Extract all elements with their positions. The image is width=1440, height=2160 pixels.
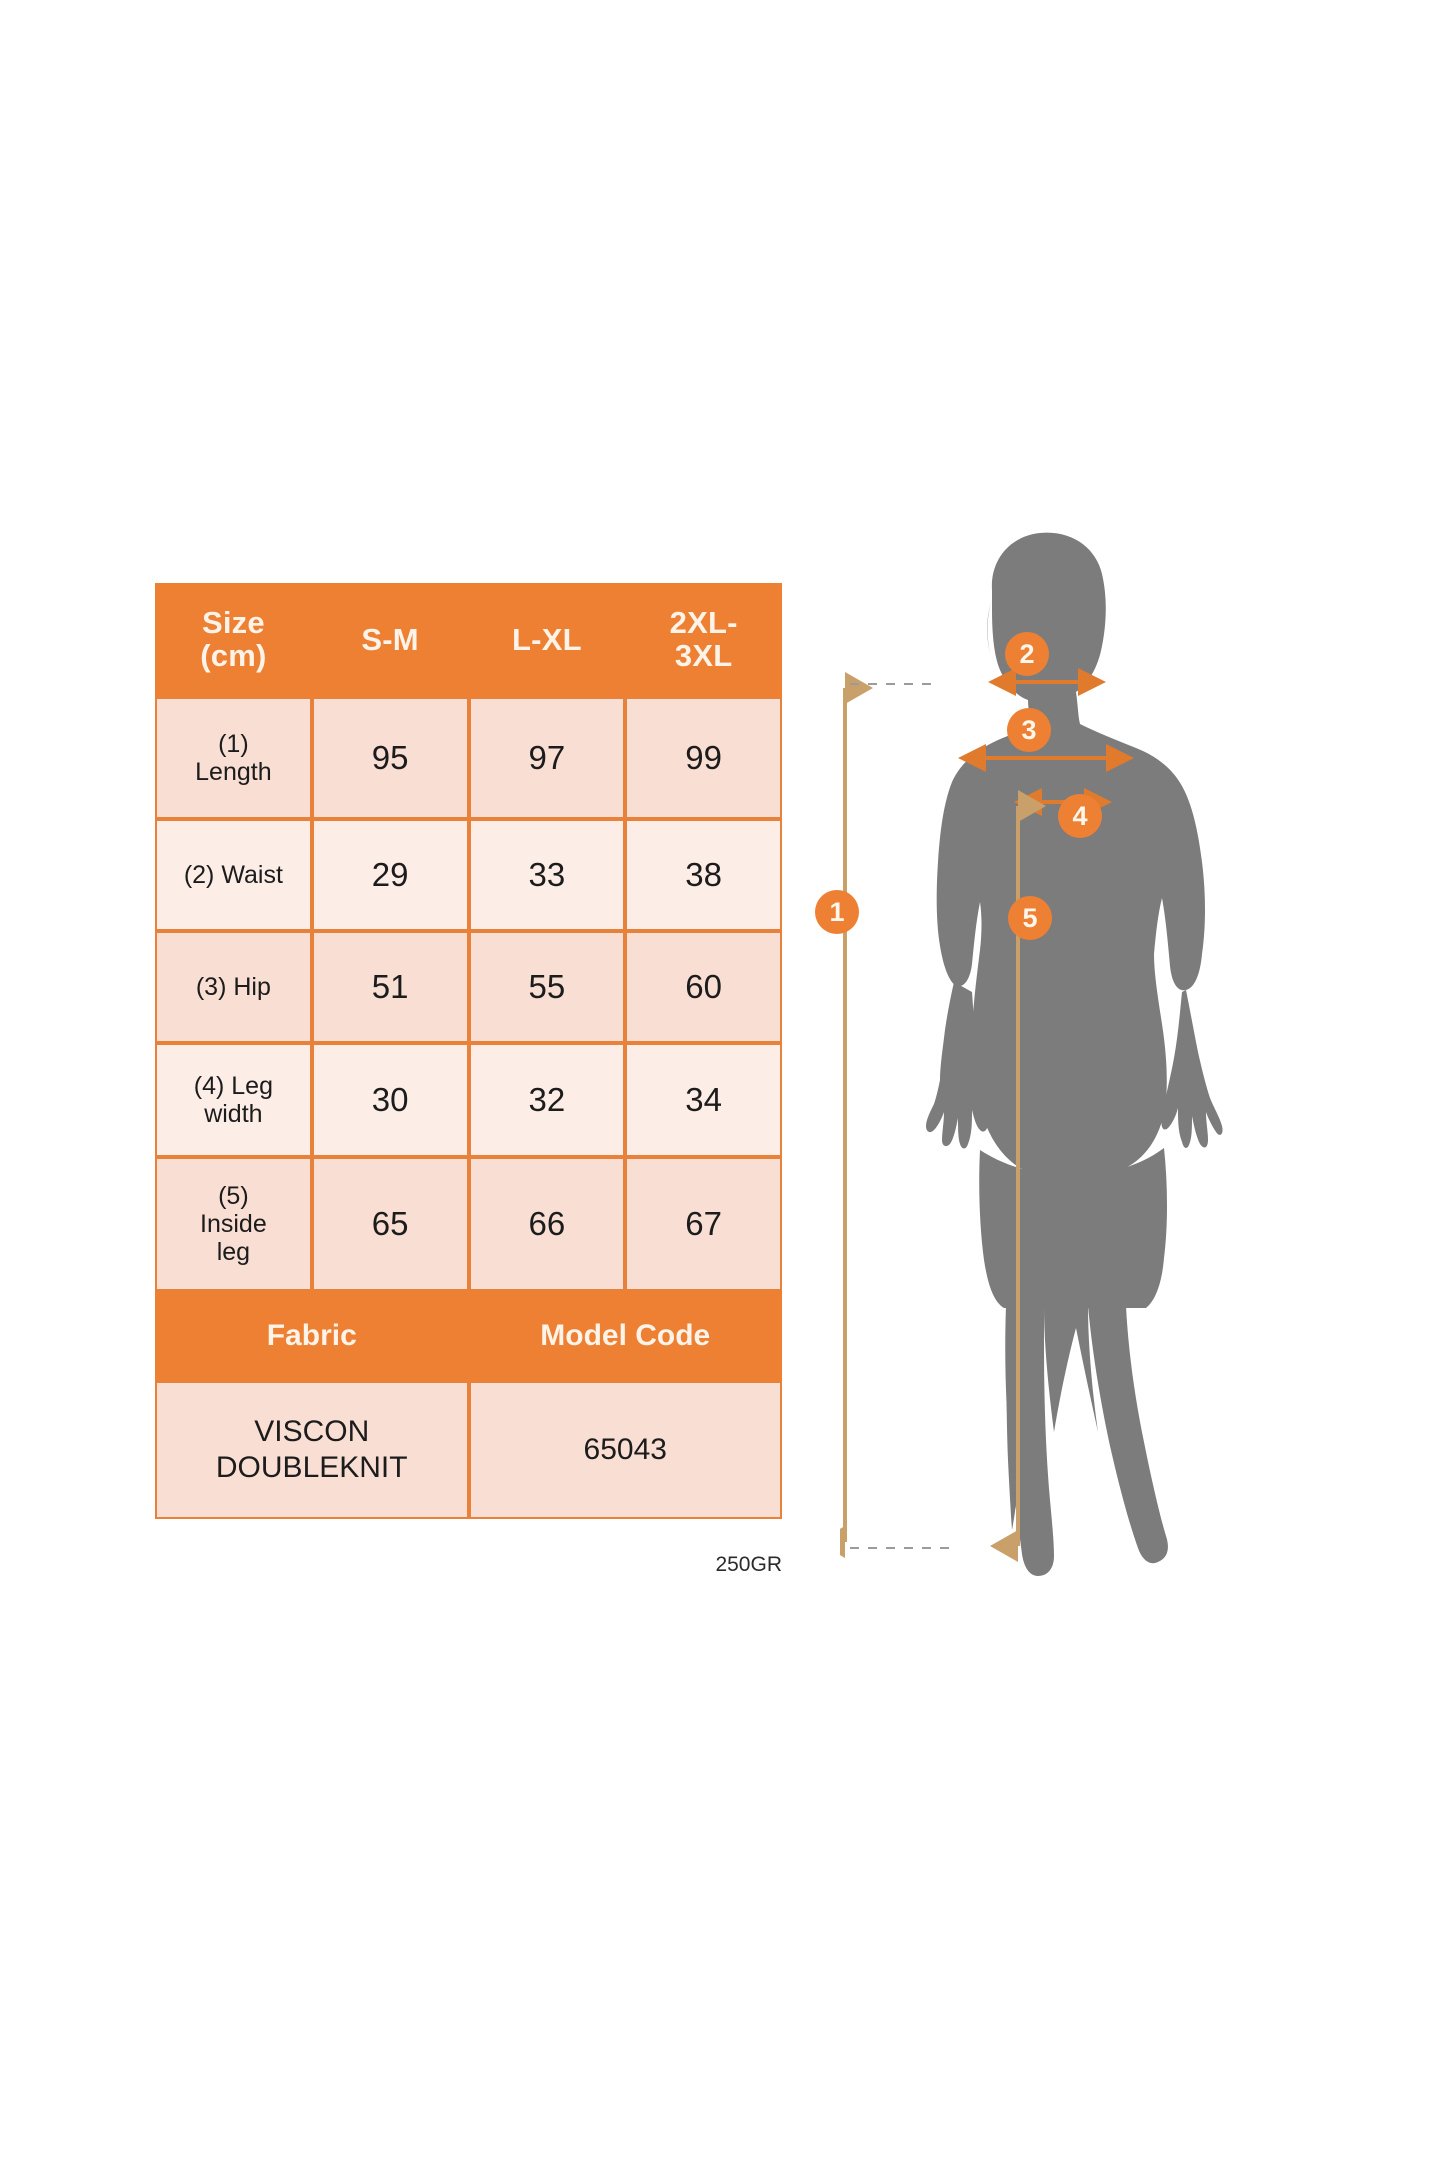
table-row: (4) Leg width 30 32 34 <box>155 1043 782 1157</box>
table-row: (3) Hip 51 55 60 <box>155 931 782 1043</box>
table-row: (2) Waist 29 33 38 <box>155 819 782 931</box>
fabric-header-row: Fabric Model Code <box>155 1291 782 1381</box>
measurement-badge-3: 3 <box>1007 708 1051 752</box>
row-label-inside-leg-line1: (5) <box>218 1182 249 1210</box>
column-header-size-line2: (cm) <box>200 638 267 673</box>
cell-inside-leg-lxl: 66 <box>468 1157 626 1291</box>
measurement-badge-2: 2 <box>1005 632 1049 676</box>
column-header-2xl-3xl: 2XL- 3XL <box>625 583 782 697</box>
row-label-length-line1: (1) <box>218 730 249 758</box>
measurement-figure-panel: 1 2 3 4 5 <box>815 530 1310 1590</box>
measurement-badge-5: 5 <box>1008 896 1052 940</box>
fabric-value-row: VISCON DOUBLEKNIT 65043 <box>155 1381 782 1519</box>
table-row: (1) Length 95 97 99 <box>155 697 782 819</box>
column-header-2xl-line1: 2XL- <box>669 605 738 641</box>
cell-hip-lxl: 55 <box>468 931 626 1043</box>
cell-inside-leg-2xl: 67 <box>625 1157 782 1291</box>
cell-waist-2xl: 38 <box>625 819 782 931</box>
table-header-row: Size (cm) S-M L-XL 2XL- 3XL <box>155 583 782 697</box>
cell-leg-width-2xl: 34 <box>625 1043 782 1157</box>
column-header-2xl-line2: 3XL <box>674 638 733 673</box>
column-header-lxl: L-XL <box>468 583 626 697</box>
row-label-length-line2: Length <box>195 758 272 786</box>
row-label-leg-width: (4) Leg width <box>155 1043 312 1157</box>
arrow-length <box>840 672 950 1558</box>
measurement-badge-4: 4 <box>1058 794 1102 838</box>
fabric-weight-note: 250GR <box>715 1553 782 1576</box>
row-label-inside-leg-line3: leg <box>216 1238 251 1266</box>
row-label-inside-leg-line2: Inside <box>200 1210 267 1238</box>
size-chart-table-container: Size (cm) S-M L-XL 2XL- 3XL (1) Length 9… <box>155 583 782 1519</box>
column-header-size-line1: Size <box>201 605 265 641</box>
column-header-model-code: Model Code <box>468 1291 782 1381</box>
cell-waist-sm: 29 <box>311 819 469 931</box>
table-row: (5) Inside leg 65 66 67 <box>155 1157 782 1291</box>
column-header-fabric: Fabric <box>155 1291 469 1381</box>
size-chart-table: Size (cm) S-M L-XL 2XL- 3XL (1) Length 9… <box>155 583 782 1519</box>
row-label-hip: (3) Hip <box>155 931 312 1043</box>
cell-waist-lxl: 33 <box>468 819 626 931</box>
row-label-leg-width-line2: width <box>204 1100 263 1128</box>
silhouette-body <box>926 532 1223 1576</box>
cell-leg-width-lxl: 32 <box>468 1043 626 1157</box>
cell-inside-leg-sm: 65 <box>311 1157 469 1291</box>
cell-model-code-value: 65043 <box>468 1381 782 1519</box>
row-label-inside-leg: (5) Inside leg <box>155 1157 312 1291</box>
cell-fabric-value-line2: DOUBLEKNIT <box>215 1451 408 1484</box>
cell-length-sm: 95 <box>311 697 469 819</box>
cell-fabric-value-line1: VISCON <box>254 1415 370 1448</box>
row-label-length: (1) Length <box>155 697 312 819</box>
cell-hip-sm: 51 <box>311 931 469 1043</box>
row-label-leg-width-line1: (4) Leg <box>193 1072 273 1100</box>
column-header-sm: S-M <box>311 583 469 697</box>
row-label-waist: (2) Waist <box>155 819 312 931</box>
cell-length-2xl: 99 <box>625 697 782 819</box>
measurement-badge-1: 1 <box>815 890 859 934</box>
female-silhouette-diagram <box>840 532 1223 1576</box>
cell-hip-2xl: 60 <box>625 931 782 1043</box>
cell-length-lxl: 97 <box>468 697 626 819</box>
cell-leg-width-sm: 30 <box>311 1043 469 1157</box>
cell-fabric-value: VISCON DOUBLEKNIT <box>155 1381 469 1519</box>
column-header-size: Size (cm) <box>155 583 312 697</box>
